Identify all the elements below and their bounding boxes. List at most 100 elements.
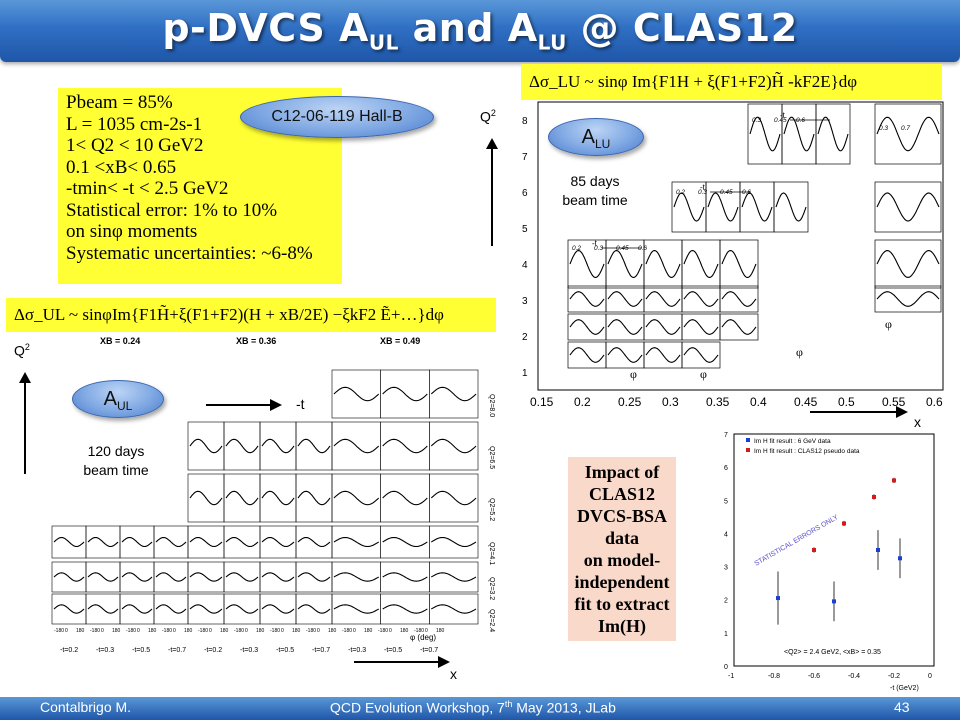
aul-q2-bin: Q2=2.4: [488, 609, 495, 632]
param-line: 1< Q2 < 10 GeV2: [66, 135, 204, 156]
alu-x-tick: 0.4: [750, 395, 767, 409]
fit-point-clas12: [872, 494, 876, 499]
alu-asymmetry-curve: [749, 116, 781, 152]
aul-asymmetry-curve: [155, 572, 187, 582]
aul-asymmetry-curve: [225, 490, 259, 506]
alu-phi-label: φ: [630, 367, 637, 381]
alu-asymmetry-curve: [783, 116, 815, 152]
aul-asymmetry-curve: [87, 604, 119, 614]
fit-x-tick: 0: [928, 673, 932, 680]
fit-y-tick: 3: [724, 565, 728, 572]
param-line: 0.1 <xB< 0.65: [66, 156, 177, 178]
alu-bin-label: 0.3: [594, 245, 603, 252]
param-line: Systematic uncertainties: ~6-8%: [66, 242, 313, 264]
aul-t-bin: -t=0.7: [168, 647, 186, 654]
alu-bin-label: 0.6: [742, 189, 751, 196]
alu-subplots: 0.3 0.45 0.6 0.3 0.7 0.2 0.3 0.45 0.6 0.2 0.3 0.45 0…: [567, 103, 942, 381]
aul-t-label: -t: [296, 396, 305, 412]
aul-asymmetry-curve: [87, 536, 119, 548]
fit-y-tick: 1: [724, 631, 728, 638]
alu-asymmetry-curve: [607, 319, 643, 335]
aul-asymmetry-curve: [189, 536, 223, 548]
alu-bin-label: 0.3: [698, 189, 707, 196]
alu-q2-arrowhead: [486, 138, 498, 149]
aul-asymmetry-curve: [261, 490, 295, 506]
alu-y-tick: 1: [522, 368, 528, 379]
alu-x-arrowhead: [896, 406, 908, 418]
aul-t-bin: -t=0.5: [132, 647, 150, 654]
alu-x-tick: 0.25: [618, 395, 642, 409]
aul-subplot-frame: [429, 525, 479, 559]
aul-asymmetry-curve: [261, 572, 295, 582]
alu-subplot-frame: [874, 181, 942, 233]
aul-phi-tick: -180: [54, 628, 64, 634]
aul-phi-tick: -180: [234, 628, 244, 634]
proposal-badge: C12-06-119 Hall-B: [240, 96, 434, 138]
aul-xb-label: XB = 0.24: [100, 336, 140, 346]
alu-bin-label: 0.45: [720, 189, 733, 196]
alu-asymmetry-curve: [683, 347, 719, 363]
fit-y-tick: 0: [724, 664, 728, 671]
aul-x-arrow: [354, 661, 440, 663]
aul-asymmetry-curve: [121, 604, 153, 614]
aul-asymmetry-curve: [297, 604, 331, 614]
aul-phi-tick: -180: [126, 628, 136, 634]
aul-asymmetry-curve: [261, 438, 295, 454]
alu-t-label: -t: [700, 183, 706, 192]
aul-phi-tick: 0: [173, 628, 176, 634]
aul-formula: Δσ_UL ~ sinφIm{F1H̃+ξ(F1+F2)(H + xB/2E) …: [6, 298, 496, 332]
aul-asymmetry-curve: [333, 572, 379, 582]
alu-asymmetry-curve: [775, 192, 807, 222]
aul-phi-tick: -180: [306, 628, 316, 634]
alu-days: 85 days beam time: [562, 173, 628, 208]
fit-x-tick: -0.6: [808, 673, 820, 680]
aul-phi-tick: -180: [90, 628, 100, 634]
alu-x-label: x: [914, 414, 921, 430]
aul-asymmetry-curve: [225, 604, 259, 614]
aul-phi-tick: 180: [184, 628, 193, 634]
fit-y-tick: 7: [724, 432, 728, 439]
alu-subplot-frame: [874, 285, 942, 313]
alu-bin-label: 0.45: [616, 245, 629, 252]
alu-asymmetry-curve: [721, 319, 757, 335]
aul-asymmetry-curve: [297, 572, 331, 582]
alu-asymmetry-curve: [817, 116, 849, 152]
alu-bin-label: 0.2: [572, 245, 581, 252]
aul-xb-label: XB = 0.36: [236, 336, 276, 346]
aul-asymmetry-curve: [261, 604, 295, 614]
aul-asymmetry-curve: [333, 604, 379, 614]
alu-asymmetry-curve: [876, 116, 940, 152]
param-line: Pbeam = 85%: [66, 92, 173, 113]
fit-point-clas12: [842, 521, 846, 526]
aul-q2-arrow: [24, 382, 26, 474]
legend-marker-red: [746, 448, 750, 452]
aul-asymmetry-curve: [430, 386, 477, 402]
alu-asymmetry-curve: [569, 291, 605, 307]
aul-phi-tick: 0: [209, 628, 212, 634]
aul-subplot-frame: [429, 473, 479, 523]
aul-asymmetry-curve: [382, 572, 428, 582]
aul-asymmetry-curve: [87, 572, 119, 582]
aul-asymmetry-curve: [261, 536, 295, 548]
aul-asymmetry-curve: [189, 604, 223, 614]
alu-bin-label: 0.45: [774, 117, 787, 124]
aul-asymmetry-curve: [225, 572, 259, 582]
alu-asymmetry-curve: [721, 291, 757, 307]
aul-asymmetry-curve: [189, 572, 223, 582]
aul-t-arrow: [206, 404, 272, 406]
alu-subplot-frame: [719, 285, 759, 313]
im-h-fit-chart: -1 -0.8 -0.6 -0.4 -0.2 0 7 6 5 4 3 2 1 0 Im H fit res…: [704, 428, 950, 696]
alu-bin-label: 0.3: [752, 117, 761, 124]
alu-q2-arrow: [491, 148, 493, 246]
aul-phi-tick: 0: [317, 628, 320, 634]
aul-t-arrowhead: [270, 399, 282, 411]
footer-author: Contalbrigo M.: [40, 699, 132, 715]
aul-t-bin: -t=0.2: [204, 647, 222, 654]
aul-asymmetry-curve: [121, 572, 153, 582]
aul-asymmetry-curve: [333, 438, 380, 454]
alu-subplot-frame: [719, 313, 759, 341]
fit-point-clas12: [892, 478, 896, 483]
alu-phi-label: φ: [885, 317, 892, 331]
alu-asymmetry-curve: [607, 347, 643, 363]
alu-y-tick: 8: [522, 116, 528, 127]
